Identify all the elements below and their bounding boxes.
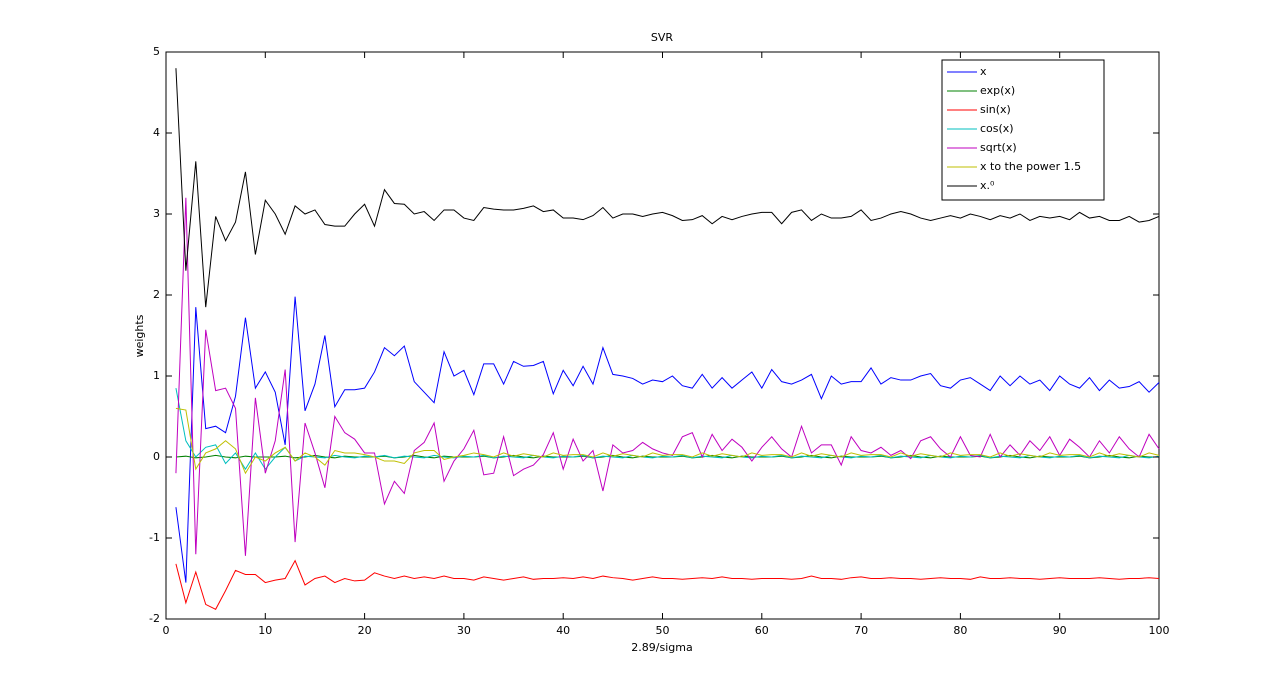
- legend-label: x: [980, 65, 987, 78]
- series-line: [175, 559, 1160, 610]
- legend-label: x to the power 1.5: [980, 160, 1081, 173]
- legend: x exp(x) sin(x) cos(x) sqrt(x) x to the power…: [941, 59, 1105, 201]
- series-lines: [175, 68, 1160, 610]
- x-tick-label: 80: [953, 624, 967, 637]
- y-tick-label: -1: [149, 531, 160, 544]
- x-tick-label: 0: [163, 624, 170, 637]
- series-line: [175, 407, 1160, 475]
- series-line: [175, 68, 1160, 308]
- y-tick-label: 2: [153, 288, 160, 301]
- series-line: [175, 296, 1160, 583]
- y-axis-label: weights: [133, 314, 146, 357]
- x-tick-label: 50: [656, 624, 670, 637]
- legend-label: cos(x): [980, 122, 1014, 135]
- y-tick-label: 0: [153, 450, 160, 463]
- series-line: [175, 197, 1160, 556]
- y-tick-label: 5: [153, 45, 160, 58]
- y-tick-label: 1: [153, 369, 160, 382]
- legend-label: x.⁰: [980, 179, 995, 192]
- y-tick-label: 4: [153, 126, 160, 139]
- legend-label: exp(x): [980, 84, 1015, 97]
- legend-label: sqrt(x): [980, 141, 1017, 154]
- y-tick-label: -2: [149, 612, 160, 625]
- series-line: [175, 388, 1160, 471]
- y-tick-label: 3: [153, 207, 160, 220]
- x-tick-label: 10: [258, 624, 272, 637]
- legend-box: [941, 59, 1105, 201]
- chart-title: SVR: [651, 31, 674, 44]
- x-tick-label: 20: [358, 624, 372, 637]
- x-tick-label: 100: [1149, 624, 1170, 637]
- x-axis-label: 2.89/sigma: [631, 641, 692, 654]
- x-tick-label: 60: [755, 624, 769, 637]
- legend-label: sin(x): [980, 103, 1011, 116]
- x-tick-label: 30: [457, 624, 471, 637]
- x-tick-label: 90: [1053, 624, 1067, 637]
- x-tick-label: 70: [854, 624, 868, 637]
- x-tick-label: 40: [556, 624, 570, 637]
